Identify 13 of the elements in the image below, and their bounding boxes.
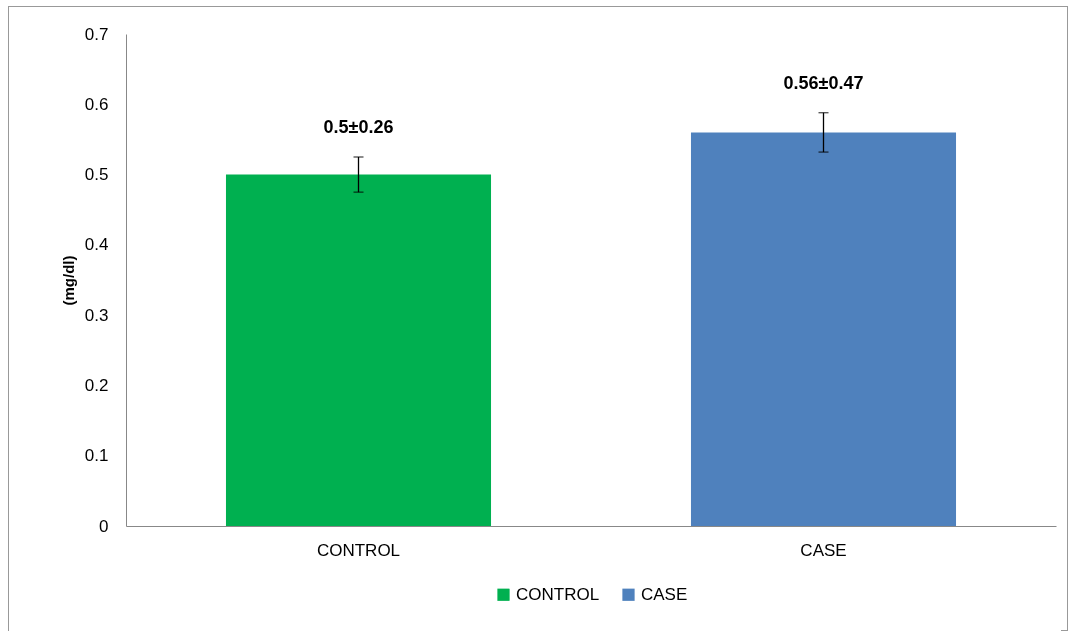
y-tick-label: 0.5 xyxy=(84,165,109,185)
legend-label: CASE xyxy=(641,584,688,604)
y-tick-label: 0.7 xyxy=(84,24,109,44)
y-tick-label: 0.3 xyxy=(84,305,109,325)
y-tick-label: 0.4 xyxy=(84,235,109,255)
y-tick-label: 0.2 xyxy=(84,375,109,395)
y-tick-label: 0.1 xyxy=(84,446,109,466)
y-axis-title: (mg/dl) xyxy=(59,255,77,306)
data-label: 0.5±0.26 xyxy=(323,117,394,137)
data-label: 0.56±0.47 xyxy=(783,72,864,93)
y-tick-label: 0.6 xyxy=(84,94,109,114)
y-tick-label: 0 xyxy=(99,516,109,536)
legend-label: CONTROL xyxy=(516,584,600,604)
